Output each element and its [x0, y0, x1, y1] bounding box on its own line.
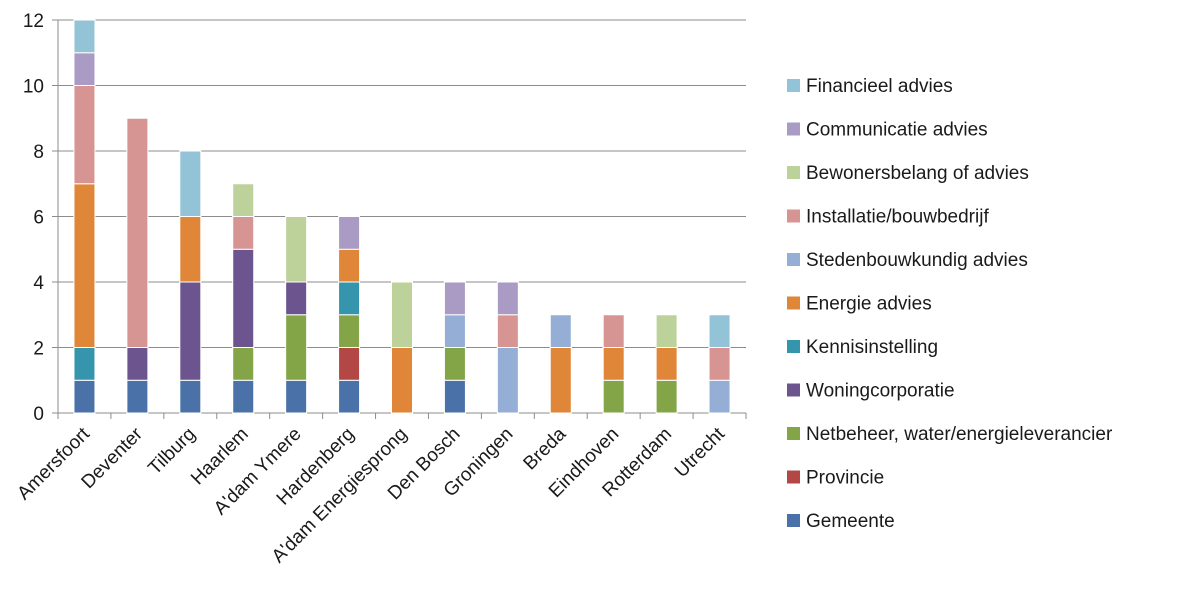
bar-segment — [285, 216, 308, 283]
bar-segment — [285, 281, 308, 316]
legend-swatch — [787, 209, 800, 223]
bar-segment — [443, 379, 466, 414]
bar-segment — [73, 52, 96, 86]
legend-label: Stedenbouwkundig advies — [806, 250, 1028, 271]
y-tick-labels: 0 2 4 6 8 10 12 — [23, 11, 45, 425]
y-tick-label: 10 — [23, 77, 44, 98]
bar-segment — [73, 85, 96, 185]
y-tick-label: 4 — [33, 273, 44, 294]
legend-label: Netbeheer, water/energieleverancier — [806, 424, 1113, 445]
bar-segment — [496, 314, 519, 348]
legend-swatch — [787, 514, 800, 527]
bar-segment — [655, 379, 678, 414]
bar-segment — [73, 19, 96, 54]
legend-swatch — [787, 340, 800, 353]
bar-segment — [708, 347, 731, 381]
bar-segment — [338, 347, 361, 381]
y-tick-label: 6 — [33, 208, 44, 229]
y-tick-label: 2 — [33, 339, 44, 360]
legend-swatch — [787, 470, 800, 484]
legend-label: Provincie — [806, 468, 884, 489]
bar-segment — [179, 281, 202, 381]
bar-segment — [338, 314, 361, 348]
bar-segment — [338, 379, 361, 414]
bar-segment — [126, 379, 149, 414]
bar-segment — [179, 379, 202, 414]
bar-segment — [602, 379, 625, 414]
bar-segment — [655, 314, 678, 348]
y-tick-label: 0 — [33, 404, 44, 425]
legend-label: Bewonersbelang of advies — [806, 163, 1029, 184]
bar-segment — [602, 314, 625, 348]
gridlines — [58, 19, 746, 348]
legend-label: Kennisinstelling — [806, 337, 938, 358]
bar-segment — [443, 281, 466, 316]
bar-segment — [73, 379, 96, 414]
legend-label: Communicatie advies — [806, 120, 988, 141]
bar-segment — [338, 216, 361, 250]
legend-label: Gemeente — [806, 511, 895, 532]
bar-segment — [73, 347, 96, 381]
bar-segment — [338, 281, 361, 316]
bar-segment — [285, 314, 308, 381]
legend-label: Energie advies — [806, 294, 932, 315]
legend-swatch — [787, 427, 800, 440]
bar-segment — [126, 347, 149, 381]
bar-segment — [443, 347, 466, 381]
x-category-label: Breda — [520, 423, 571, 474]
bar-segment — [232, 248, 255, 348]
bar-segment — [602, 347, 625, 381]
bar-segment — [285, 379, 308, 414]
legend-swatch — [787, 383, 800, 397]
legend-swatch — [787, 296, 800, 310]
bar-segment — [73, 183, 96, 348]
legend-swatch — [787, 122, 800, 136]
bar-segment — [496, 347, 519, 414]
bar-segment — [655, 347, 678, 381]
x-category-label: Amersfoort — [13, 423, 94, 504]
bar-segment — [232, 347, 255, 381]
bar-segment — [232, 183, 255, 217]
bar-segment — [391, 347, 413, 414]
bar-segment — [126, 117, 149, 348]
legend-label: Installatie/bouwbedrijf — [806, 207, 989, 228]
legend-label: Financieel advies — [806, 76, 953, 97]
bar-segment — [549, 314, 572, 348]
bar-segment — [496, 281, 519, 316]
x-category-label: Utrecht — [671, 423, 730, 482]
bar-segment — [232, 216, 255, 250]
legend-swatch — [787, 166, 800, 179]
legend: Financieel advies Communicatie advies Bewo… — [787, 76, 1113, 532]
bar-segment — [338, 248, 361, 283]
bar-segment — [179, 150, 202, 217]
bar-segment — [232, 379, 255, 414]
bar-segment — [391, 281, 413, 348]
bar-segment — [179, 216, 202, 283]
bar-segment — [443, 314, 466, 348]
bar-segment — [549, 347, 572, 414]
legend-swatch — [787, 79, 800, 92]
y-tick-label: 12 — [23, 11, 44, 32]
y-tick-label: 8 — [33, 142, 44, 163]
legend-swatch — [787, 253, 800, 266]
bars — [73, 19, 731, 414]
bar-segment — [708, 379, 731, 414]
legend-label: Woningcorporatie — [806, 381, 955, 402]
bar-segment — [708, 314, 731, 348]
